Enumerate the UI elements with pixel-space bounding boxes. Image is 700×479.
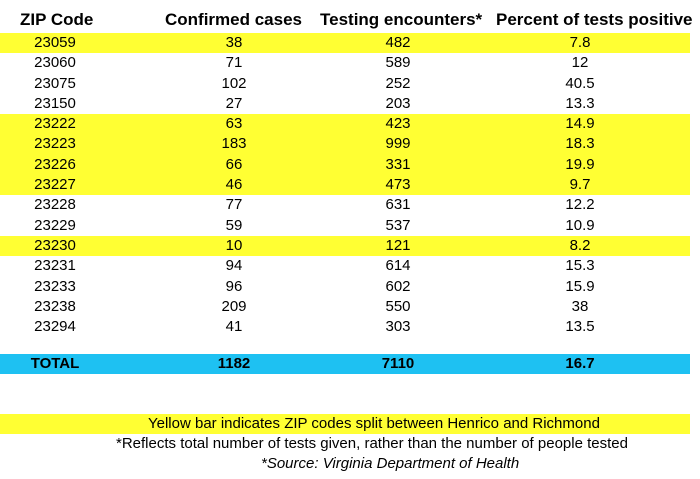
table-row: 23233 96 602 15.9 (0, 277, 690, 297)
confirmed-cell: 66 (225, 155, 243, 173)
confirmed-cell: 46 (225, 176, 243, 194)
tests-footnote: *Reflects total number of tests given, r… (116, 435, 628, 452)
percent-cell: 12 (571, 54, 589, 72)
confirmed-cell: 102 (221, 74, 247, 92)
zip-cell: 23233 (34, 277, 76, 295)
table-row: 23150 27 203 13.3 (0, 94, 690, 114)
legend-bar: Yellow bar indicates ZIP codes split bet… (0, 414, 690, 434)
percent-cell: 38 (571, 297, 589, 315)
source-footnote: *Source: Virginia Department of Health (261, 455, 520, 472)
table-row: 23231 94 614 15.3 (0, 256, 690, 276)
zip-cell: 23060 (34, 54, 76, 72)
testing-cell: 550 (385, 297, 411, 315)
total-testing: 7110 (381, 355, 415, 372)
percent-cell: 15.9 (565, 277, 595, 295)
table-row: 23238 209 550 38 (0, 297, 690, 317)
testing-cell: 203 (385, 94, 411, 112)
testing-cell: 589 (385, 54, 411, 72)
zip-cell: 23229 (34, 216, 76, 234)
testing-cell: 537 (385, 216, 411, 234)
testing-cell: 423 (385, 115, 411, 133)
zip-cell: 23230 (34, 236, 76, 254)
legend-text: Yellow bar indicates ZIP codes split bet… (148, 415, 600, 432)
percent-cell: 8.2 (569, 236, 591, 254)
testing-cell: 482 (385, 34, 411, 51)
table-row: 23059 38 482 7.8 (0, 33, 690, 54)
header-confirmed-cases: Confirmed cases (165, 10, 302, 29)
confirmed-cell: 27 (225, 94, 243, 112)
table-row: 23294 41 303 13.5 (0, 317, 690, 337)
testing-cell: 121 (385, 236, 411, 254)
testing-cell: 252 (385, 74, 411, 92)
table-row: 23226 66 331 19.9 (0, 154, 690, 176)
table-body: 23059 38 482 7.8 23060 71 589 12 23075 102 252 40.5… (0, 33, 700, 337)
table-row: 23228 77 631 12.2 (0, 195, 690, 215)
confirmed-cell: 183 (221, 135, 247, 153)
zip-cell: 23227 (34, 176, 76, 194)
table-row: 23230 10 121 8.2 (0, 235, 690, 257)
table-row: 23060 71 589 12 (0, 53, 690, 73)
confirmed-cell: 77 (225, 196, 243, 214)
zip-cell: 23231 (34, 257, 76, 275)
total-row: TOTAL 1182 7110 16.7 (0, 354, 690, 374)
testing-cell: 614 (385, 257, 411, 275)
total-confirmed: 1182 (217, 355, 251, 372)
percent-cell: 13.5 (565, 318, 595, 336)
percent-cell: 10.9 (565, 216, 595, 234)
zip-cell: 23238 (34, 297, 76, 315)
table-row: 23075 102 252 40.5 (0, 74, 690, 94)
percent-cell: 13.3 (565, 94, 595, 112)
percent-cell: 7.8 (569, 34, 591, 51)
zip-cell: 23150 (34, 94, 76, 112)
percent-cell: 19.9 (565, 155, 595, 173)
zip-cell: 23228 (34, 196, 76, 214)
confirmed-cell: 10 (225, 236, 243, 254)
zip-cell: 23294 (34, 318, 76, 336)
testing-cell: 303 (385, 318, 411, 336)
testing-cell: 602 (385, 277, 411, 295)
header-percent-positive: Percent of tests positive (496, 10, 693, 29)
zip-cell: 23226 (34, 155, 76, 173)
percent-cell: 12.2 (565, 196, 595, 214)
percent-cell: 40.5 (565, 74, 595, 92)
confirmed-cell: 63 (225, 115, 243, 133)
confirmed-cell: 94 (225, 257, 243, 275)
total-percent: 16.7 (565, 355, 595, 372)
zip-cell: 23059 (34, 34, 76, 51)
confirmed-cell: 59 (225, 216, 243, 234)
table-row: 23223 183 999 18.3 (0, 134, 690, 155)
percent-cell: 15.3 (565, 257, 595, 275)
header-testing-encounters: Testing encounters* (320, 10, 483, 29)
percent-cell: 18.3 (565, 135, 595, 153)
zip-cell: 23223 (34, 135, 76, 153)
percent-cell: 9.7 (569, 176, 591, 194)
percent-cell: 14.9 (565, 115, 595, 133)
table-row: 23229 59 537 10.9 (0, 216, 690, 236)
confirmed-cell: 41 (225, 318, 243, 336)
header-zip-code: ZIP Code (20, 10, 94, 29)
confirmed-cell: 96 (225, 277, 243, 295)
table-row: 23222 63 423 14.9 (0, 114, 690, 135)
testing-cell: 331 (385, 155, 411, 173)
testing-cell: 631 (385, 196, 411, 214)
confirmed-cell: 38 (225, 34, 243, 51)
testing-cell: 473 (385, 176, 411, 194)
total-label: TOTAL (30, 355, 80, 372)
zip-cell: 23222 (34, 115, 76, 133)
confirmed-cell: 71 (225, 54, 243, 72)
table-header: ZIP Code Confirmed cases Testing encount… (0, 10, 700, 34)
zip-cell: 23075 (34, 74, 76, 92)
confirmed-cell: 209 (221, 297, 247, 315)
testing-cell: 999 (385, 135, 411, 153)
table-row: 23227 46 473 9.7 (0, 175, 690, 196)
